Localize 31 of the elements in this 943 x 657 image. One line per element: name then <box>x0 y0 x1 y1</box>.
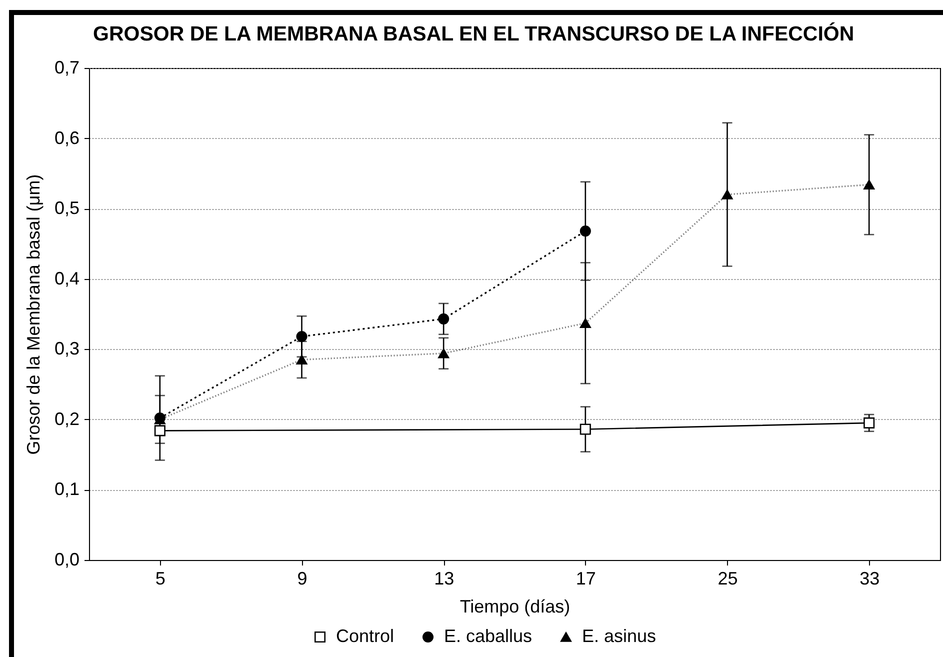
y-tick-label: 0,5 <box>54 198 80 218</box>
y-tick-label: 0,0 <box>54 550 80 570</box>
y-tick-label: 0,7 <box>54 58 80 78</box>
y-tick-label: 0,4 <box>54 268 80 288</box>
x-tick-label: 17 <box>576 568 596 588</box>
point <box>296 354 308 365</box>
x-tick-label: 9 <box>297 568 308 588</box>
point <box>438 313 450 324</box>
legend-label: E. caballus <box>444 626 532 646</box>
x-tick-label: 25 <box>718 568 738 588</box>
x-tick-label: 13 <box>434 568 454 588</box>
y-tick-label: 0,3 <box>54 338 80 359</box>
y-tick-label: 0,2 <box>54 408 80 429</box>
y-tick-label: 0,1 <box>54 479 80 500</box>
x-axis-title: Tiempo (días) <box>460 596 570 616</box>
point <box>864 417 875 428</box>
legend-label: E. asinus <box>582 626 656 646</box>
point <box>580 424 591 435</box>
x-tick-label: 33 <box>860 568 880 588</box>
point <box>580 226 591 237</box>
point <box>864 180 875 190</box>
point <box>722 190 733 200</box>
point <box>154 425 166 436</box>
y-tick-label: 0,6 <box>54 128 80 148</box>
legend-label: Control <box>336 626 394 646</box>
point <box>580 318 591 328</box>
point <box>438 348 450 358</box>
x-tick-label: 5 <box>155 568 166 588</box>
y-axis-title: Grosor de la Membrana basal (μm) <box>23 174 44 455</box>
chart-title: GROSOR DE LA MEMBRANA BASAL EN EL TRANSCURSO DE LA INFECCIÓN <box>93 22 854 46</box>
point <box>296 330 308 342</box>
